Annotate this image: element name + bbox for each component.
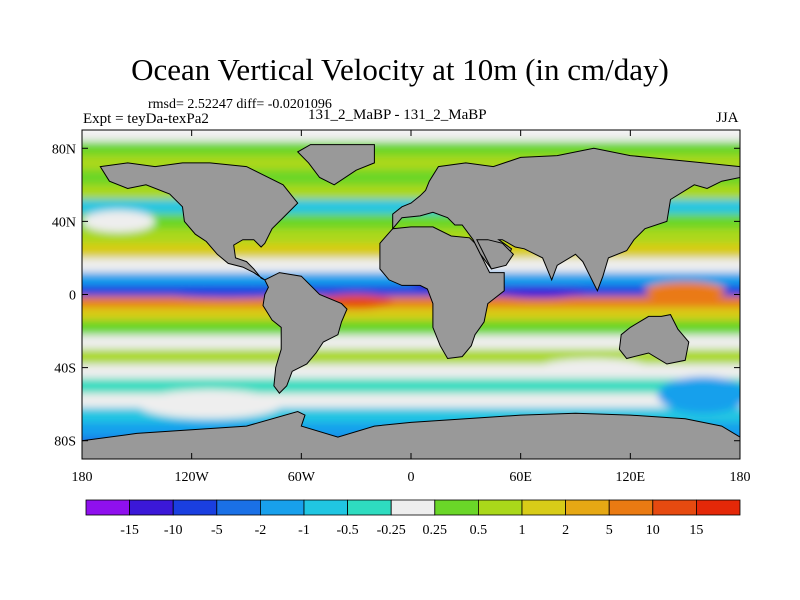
colorbar-swatch — [216, 499, 261, 516]
y-tick-label: 40S — [54, 362, 76, 377]
axes: 180 120W 60W 0 60E 120E 180 80N 40N 0 40S 80S — [52, 130, 751, 485]
experiment-label: Expt = teyDa-texPa2 — [83, 111, 209, 127]
colorbar-label: -15 — [120, 523, 139, 538]
x-tick-label: 60E — [509, 470, 532, 485]
colorbar-label: 5 — [606, 523, 613, 538]
colorbar-swatch — [696, 499, 741, 516]
colorbar-swatch — [565, 499, 610, 516]
x-tick-label: 180 — [730, 470, 751, 485]
colorbar-label: -2 — [255, 523, 267, 538]
land-antarctica — [82, 410, 740, 459]
land-australia — [618, 314, 690, 365]
x-tick-label: 120E — [616, 470, 646, 485]
x-tick-label: 120W — [175, 470, 210, 485]
colorbar-label: -10 — [164, 523, 183, 538]
chart-title: Ocean Vertical Velocity at 10m (in cm/da… — [131, 52, 669, 87]
y-tick-label: 80N — [52, 142, 76, 157]
land-north-america — [99, 162, 299, 281]
colorbar-label: -0.25 — [377, 523, 406, 538]
colorbar-label: 2 — [562, 523, 569, 538]
center-label: 131_2_MaBP - 131_2_MaBP — [308, 107, 487, 123]
colorbar: -15 -10 -5 -2 -1 -0.5 -0.25 0.25 0.5 1 2 5 10 15 — [85, 499, 741, 538]
colorbar-label: -1 — [298, 523, 310, 538]
field-feature — [136, 389, 284, 419]
colorbar-label: -0.5 — [337, 523, 359, 538]
field-feature — [493, 287, 585, 299]
season-label: JJA — [716, 110, 739, 126]
field-band — [82, 285, 740, 298]
field-feature — [538, 358, 649, 377]
colorbar-swatch — [390, 499, 436, 516]
colorbar-label: -5 — [211, 523, 223, 538]
land-greenland — [296, 144, 375, 186]
colorbar-swatch — [172, 499, 218, 516]
colorbar-swatch — [347, 499, 392, 516]
x-tick-label: 60W — [288, 470, 316, 485]
colorbar-swatch — [608, 499, 654, 516]
colorbar-label: 0.25 — [423, 523, 448, 538]
y-tick-label: 80S — [54, 435, 76, 450]
x-tick-label: 180 — [72, 470, 93, 485]
field-band — [82, 307, 740, 322]
colorbar-label: 10 — [646, 523, 660, 538]
field-feature — [644, 281, 726, 300]
colorbar-swatch — [652, 499, 697, 516]
colorbar-swatch — [434, 499, 479, 516]
y-tick-label: 0 — [69, 289, 76, 304]
field-band — [82, 130, 740, 143]
field-band — [82, 378, 740, 395]
field-band — [82, 320, 740, 336]
colorbar-label: 0.5 — [470, 523, 488, 538]
y-tick-label: 40N — [52, 215, 76, 230]
field-band — [82, 296, 740, 309]
colorbar-swatch — [303, 499, 348, 516]
colorbar-label: 1 — [519, 523, 526, 538]
colorbar-swatch — [521, 499, 566, 516]
field-band — [82, 363, 740, 380]
colorbar-swatch — [85, 499, 130, 516]
field-band — [82, 141, 740, 157]
stats-text: rmsd= 2.52247 diff= -0.0201096 — [148, 97, 332, 112]
land-layer — [82, 144, 740, 459]
colorbar-swatch — [129, 499, 174, 516]
x-tick-label: 0 — [408, 470, 415, 485]
field-feature — [657, 376, 740, 414]
field-band — [82, 334, 740, 351]
colorbar-swatch — [477, 499, 523, 516]
land-arabia — [475, 239, 515, 270]
field-feature — [82, 210, 156, 233]
plot-area — [82, 130, 740, 459]
land-africa — [379, 226, 505, 360]
land-eurasia — [392, 147, 740, 293]
colorbar-label: 15 — [689, 523, 703, 538]
colorbar-swatch — [259, 499, 305, 516]
land-south-america — [262, 272, 348, 394]
